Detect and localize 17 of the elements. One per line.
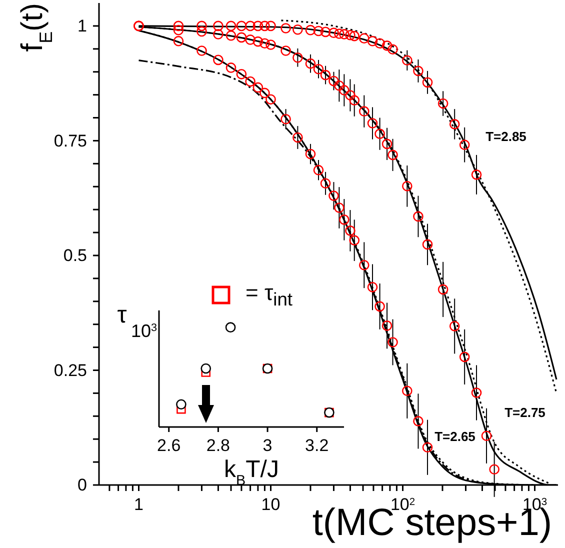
x-tick-label: 10 bbox=[261, 495, 280, 514]
annotation: T=2.85 bbox=[486, 129, 526, 144]
x-tick-label: 3 bbox=[262, 436, 272, 455]
annotation: 10$^{3}$ bbox=[130, 321, 158, 341]
y-tick-label: 0 bbox=[78, 476, 87, 495]
x-tick-label: 2.8 bbox=[206, 436, 230, 455]
y-tick-label: 1 bbox=[78, 16, 87, 36]
y-axis-title: τ bbox=[117, 301, 128, 328]
y-tick-label: 0.75 bbox=[54, 131, 87, 150]
annotation: T=2.65 bbox=[434, 429, 476, 444]
x-tick-label: 1 bbox=[134, 495, 144, 514]
legend-label: = τ$_{int}$ bbox=[245, 280, 292, 310]
annotation: T=2.75 bbox=[504, 405, 546, 420]
y-tick-label: 0.5 bbox=[63, 246, 87, 266]
x-tick-label: 3.2 bbox=[305, 436, 329, 455]
y-tick-label: 0.25 bbox=[54, 360, 87, 380]
x-tick-label: 2.6 bbox=[157, 436, 181, 455]
